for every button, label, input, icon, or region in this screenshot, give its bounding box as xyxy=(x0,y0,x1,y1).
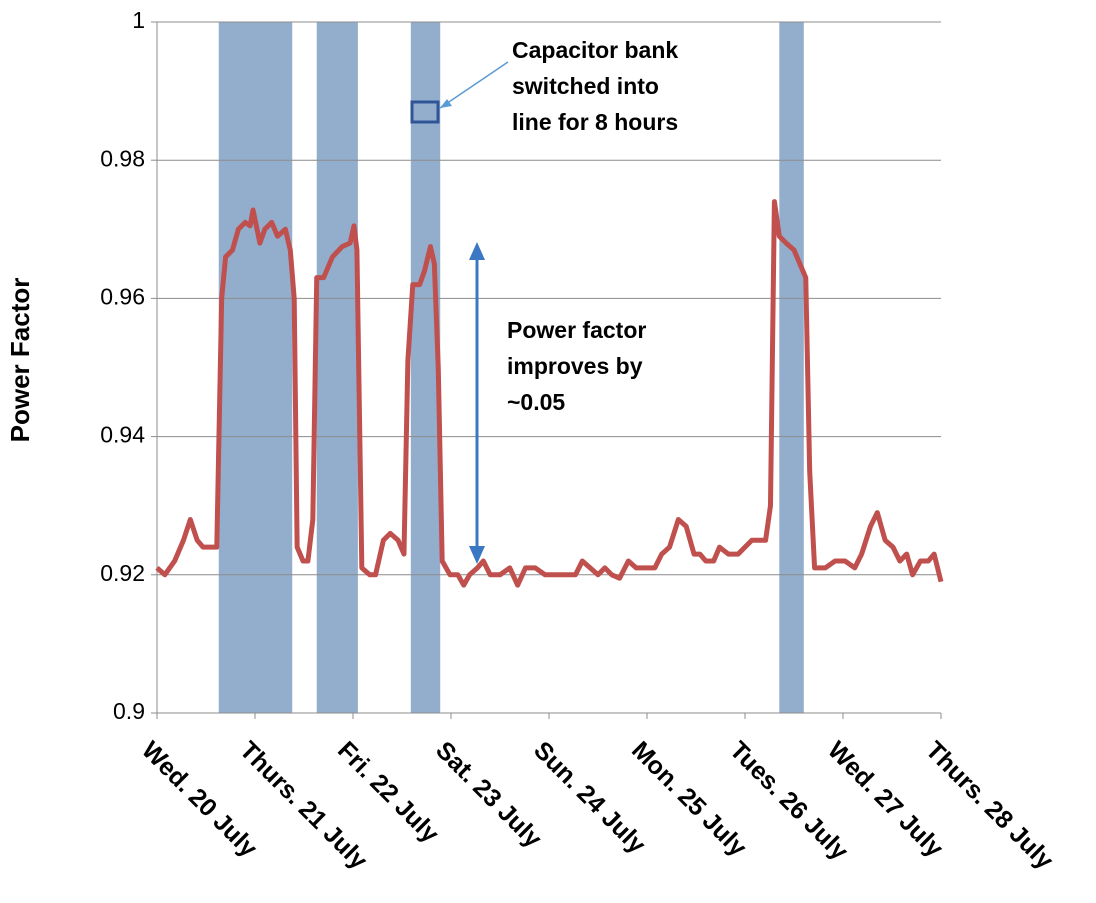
highlight-box xyxy=(410,100,440,124)
annotation-text: Capacitor bank xyxy=(512,37,678,63)
shaded-span xyxy=(316,22,358,713)
annotation-text: improves by xyxy=(507,353,643,379)
annotation-text: line for 8 hours xyxy=(512,109,678,135)
y-tick-label: 0.96 xyxy=(100,283,145,309)
y-tick-label: 0.94 xyxy=(100,422,145,448)
shaded-span xyxy=(779,22,804,713)
callout-line xyxy=(439,61,509,109)
arrowhead-up xyxy=(469,242,485,260)
shaded-span xyxy=(410,22,441,713)
y-axis-title: Power Factor xyxy=(5,278,35,443)
y-tick-label: 0.98 xyxy=(100,145,145,171)
shaded-span xyxy=(218,22,293,713)
x-tick-label: Thurs. 28 July xyxy=(920,736,1059,875)
annotation-text: switched into xyxy=(512,73,659,99)
y-tick-label: 1 xyxy=(132,7,145,33)
arrowhead-down xyxy=(469,546,485,564)
series-line xyxy=(155,199,944,588)
annotation-text: ~0.05 xyxy=(507,389,565,415)
y-tick-label: 0.92 xyxy=(100,560,145,586)
callout-arrowhead xyxy=(440,99,452,108)
annotation-text: Power factor xyxy=(507,317,646,343)
y-tick-label: 0.9 xyxy=(113,698,145,724)
